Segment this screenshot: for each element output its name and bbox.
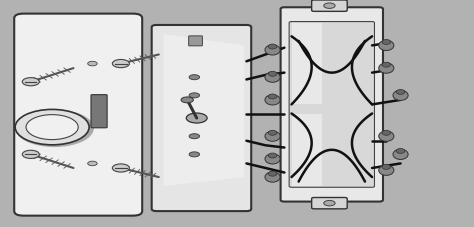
Circle shape — [22, 150, 39, 158]
Ellipse shape — [265, 172, 280, 182]
Ellipse shape — [396, 148, 405, 153]
Ellipse shape — [382, 164, 391, 169]
Ellipse shape — [268, 44, 277, 49]
Circle shape — [189, 75, 200, 80]
FancyBboxPatch shape — [281, 7, 383, 202]
Circle shape — [189, 152, 200, 157]
Ellipse shape — [268, 94, 277, 99]
Ellipse shape — [265, 72, 280, 82]
Circle shape — [26, 115, 78, 140]
Ellipse shape — [265, 131, 280, 141]
Ellipse shape — [268, 130, 277, 135]
Ellipse shape — [396, 89, 405, 94]
FancyBboxPatch shape — [311, 0, 347, 11]
Ellipse shape — [379, 131, 394, 141]
FancyBboxPatch shape — [152, 25, 251, 211]
Ellipse shape — [265, 154, 280, 164]
Ellipse shape — [382, 39, 391, 44]
Polygon shape — [292, 114, 322, 186]
Ellipse shape — [268, 153, 277, 158]
Ellipse shape — [382, 62, 391, 67]
Circle shape — [324, 3, 335, 8]
Circle shape — [88, 161, 97, 166]
Ellipse shape — [393, 149, 408, 159]
Circle shape — [112, 59, 129, 68]
Circle shape — [22, 78, 39, 86]
Circle shape — [186, 113, 207, 123]
FancyBboxPatch shape — [189, 36, 202, 46]
Ellipse shape — [265, 95, 280, 105]
Circle shape — [181, 97, 193, 103]
Circle shape — [15, 109, 89, 145]
Circle shape — [15, 109, 94, 147]
Polygon shape — [292, 23, 322, 104]
Ellipse shape — [393, 90, 408, 100]
Circle shape — [189, 93, 200, 98]
Ellipse shape — [379, 40, 394, 50]
Ellipse shape — [379, 165, 394, 175]
Ellipse shape — [268, 171, 277, 176]
Ellipse shape — [268, 71, 277, 76]
FancyBboxPatch shape — [311, 197, 347, 209]
Circle shape — [324, 200, 335, 206]
FancyBboxPatch shape — [91, 95, 107, 128]
Ellipse shape — [265, 45, 280, 55]
Circle shape — [189, 134, 200, 139]
Polygon shape — [164, 34, 244, 186]
FancyBboxPatch shape — [289, 22, 374, 187]
Circle shape — [88, 61, 97, 66]
FancyBboxPatch shape — [14, 14, 142, 216]
Circle shape — [112, 164, 129, 172]
Ellipse shape — [379, 63, 394, 73]
Ellipse shape — [382, 130, 391, 135]
